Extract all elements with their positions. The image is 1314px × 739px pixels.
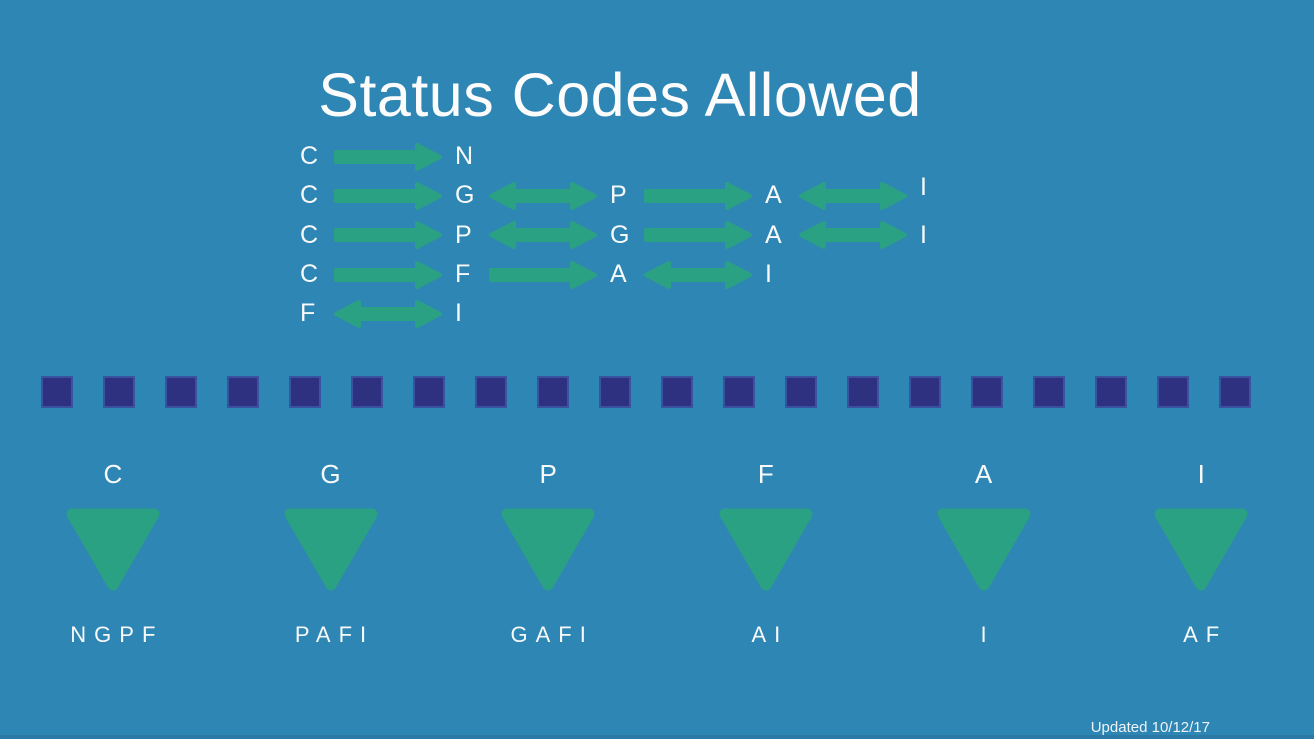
allowed-codes: I (980, 622, 995, 647)
divider-square (909, 376, 941, 408)
status-letter: I (765, 260, 772, 289)
bottom-edge-bar (0, 735, 1314, 739)
divider-squares (41, 376, 1251, 408)
status-code: A (974, 459, 993, 489)
arrow-right-icon (330, 221, 455, 250)
status-letter: C (300, 220, 319, 249)
status-code: I (1197, 459, 1205, 489)
triangle-down-icon (64, 508, 162, 592)
status-letter: A (765, 181, 782, 210)
divider-square (351, 376, 383, 408)
arrow-right-icon (330, 142, 455, 171)
divider-square (475, 376, 507, 408)
status-letter: F (455, 260, 471, 289)
arrow-right-icon (330, 181, 455, 210)
status-column-i: I AF (1092, 457, 1310, 650)
allowed-codes: GAFI (510, 622, 594, 647)
arrow-right-icon (640, 221, 765, 250)
status-letter: A (765, 220, 782, 249)
allowed-codes: NGPF (70, 622, 164, 647)
triangle-down-icon (935, 508, 1033, 592)
arrow-both-icon (485, 181, 610, 210)
divider-square (785, 376, 817, 408)
divider-square (289, 376, 321, 408)
status-code: P (539, 459, 557, 489)
status-column-f: F AI (657, 457, 875, 650)
arrow-both-icon (795, 221, 920, 250)
status-letter: N (455, 142, 474, 171)
divider-square (165, 376, 197, 408)
triangle-down-icon (717, 508, 815, 592)
status-letter: C (300, 181, 319, 210)
status-column-c: C NGPF (4, 457, 222, 650)
divider-square (1157, 376, 1189, 408)
page-title: Status Codes Allowed (318, 60, 922, 129)
status-letter: P (455, 220, 472, 249)
status-code: G (320, 459, 341, 489)
status-letter: I (455, 299, 462, 328)
divider-square (41, 376, 73, 408)
triangle-down-icon (499, 508, 597, 592)
allowed-codes: AI (751, 622, 789, 647)
arrow-both-icon (485, 221, 610, 250)
updated-note: Updated 10/12/17 (1090, 719, 1210, 736)
divider-square (1219, 376, 1251, 408)
triangle-down-icon (1152, 508, 1250, 592)
divider-square (599, 376, 631, 408)
divider-square (1095, 376, 1127, 408)
divider-square (103, 376, 135, 408)
divider-square (723, 376, 755, 408)
status-letter: F (300, 299, 316, 328)
divider-square (537, 376, 569, 408)
status-letter: G (610, 220, 630, 249)
status-letter: C (300, 260, 319, 289)
status-column-p: P GAFI (439, 457, 657, 650)
divider-square (971, 376, 1003, 408)
status-letter: P (610, 181, 627, 210)
status-columns: C NGPF G PAFI P GAFI F AI A I I AF (4, 457, 1310, 650)
status-column-g: G PAFI (222, 457, 440, 650)
divider-square (413, 376, 445, 408)
status-letter: G (455, 181, 475, 210)
status-letter: I (920, 173, 927, 202)
divider-square (847, 376, 879, 408)
status-code: F (757, 459, 774, 489)
arrow-right-icon (640, 181, 765, 210)
status-letter: A (610, 260, 627, 289)
status-code: C (103, 459, 123, 489)
arrow-both-icon (640, 260, 765, 289)
status-letter: C (300, 142, 319, 171)
divider-square (1033, 376, 1065, 408)
arrow-right-icon (330, 260, 455, 289)
allowed-codes: AF (1183, 622, 1228, 647)
divider-square (661, 376, 693, 408)
status-letter: I (920, 220, 927, 249)
arrow-right-icon (485, 260, 610, 289)
arrow-both-icon (795, 181, 920, 210)
arrow-both-icon (330, 299, 455, 328)
triangle-down-icon (282, 508, 380, 592)
allowed-codes: PAFI (294, 622, 375, 647)
divider-square (227, 376, 259, 408)
